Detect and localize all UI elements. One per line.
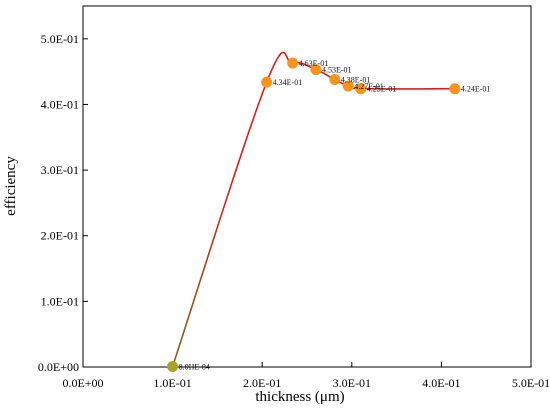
data-point [355, 83, 367, 95]
x-tick-label: 4.0E-01 [422, 376, 460, 390]
y-tick-label: 2.0E-01 [41, 229, 79, 243]
y-axis-ticks: 0.0E+00 1.0E-01 2.0E-01 3.0E-01 4.0E-01 5.0E-… [38, 32, 88, 374]
y-tick-label: 3.0E-01 [41, 163, 79, 177]
x-tick-label: 2.0E-01 [243, 376, 281, 390]
x-tick-label: 5.0E-01 [512, 376, 550, 390]
y-tick-label: 0.0E+00 [38, 360, 79, 374]
x-tick-label: 1.0E-01 [153, 376, 191, 390]
data-labels: 8.0HE-04 4.34E-01 4.63E-014.53E-014.38E-01… [179, 59, 491, 371]
data-point [310, 64, 322, 76]
data-point [167, 360, 179, 372]
data-point-label: 8.0HE-04 [179, 362, 210, 371]
y-tick-label: 4.0E-01 [41, 97, 79, 111]
x-axis-ticks: 0.0E+00 1.0E-01 2.0E-01 3.0E-01 4.0E-01 5.0E-… [62, 362, 550, 390]
data-point-label: 4.24E-01 [461, 85, 491, 94]
data-point-label: 4.53E-01 [322, 66, 352, 75]
data-point [261, 76, 273, 88]
x-tick-label: 3.0E-01 [333, 376, 371, 390]
y-axis-title: efficiency [3, 156, 19, 216]
data-point [342, 80, 354, 92]
data-point-label: 4.25E-01 [367, 85, 397, 94]
data-point-label: 4.34E-01 [273, 78, 303, 87]
data-point-label: 4.63E-01 [299, 59, 329, 68]
data-point [287, 57, 299, 69]
data-point-label: 4.38E-01 [341, 76, 371, 85]
x-tick-label: 0.0E+00 [62, 376, 103, 390]
data-point [329, 74, 341, 86]
data-point-label: 4.27E-01 [354, 82, 384, 91]
x-axis-title: thickness (μm) [255, 389, 344, 405]
plot-frame [82, 5, 532, 368]
data-point [449, 83, 461, 95]
efficiency-curve [171, 51, 455, 367]
y-tick-label: 5.0E-01 [41, 32, 79, 46]
y-tick-label: 1.0E-01 [41, 294, 79, 308]
data-points [167, 57, 461, 372]
